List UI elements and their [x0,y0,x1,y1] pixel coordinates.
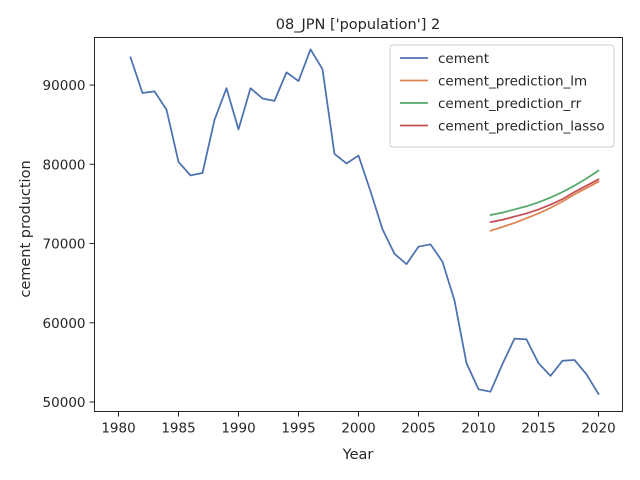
y-tick-label: 90000 [43,78,86,94]
legend-label: cement [438,51,489,67]
legend-label: cement_prediction_lm [438,74,587,90]
x-tick-label: 2000 [341,421,375,437]
x-tick-label: 2020 [581,421,615,437]
y-tick-label: 60000 [43,316,86,332]
legend-label: cement_prediction_rr [438,96,582,112]
legend: cement cement_prediction_lm cement_predict… [389,44,615,148]
legend-box [389,44,615,148]
y-axis-ticks: 50000 60000 70000 80000 90000 [43,78,95,411]
chart-title: 08_JPN ['population'] 2 [276,17,440,33]
series-line-cement [129,48,600,395]
x-tick-label: 1980 [101,421,135,437]
series-line-cement_prediction_lm [489,180,600,232]
series-line-cement_prediction_rr [489,169,600,216]
x-tick-label: 1985 [161,421,195,437]
legend-label: cement_prediction_lasso [438,119,605,135]
x-axis-ticks: 1980 1985 1990 1995 2000 2005 2010 2015 2020 [101,411,616,437]
x-tick-label: 1995 [281,421,315,437]
series-line-cement_prediction_lasso [489,178,600,223]
y-tick-label: 50000 [43,395,86,411]
series-lines [129,48,600,395]
x-tick-label: 2010 [461,421,495,437]
y-tick-label: 70000 [43,237,86,253]
x-tick-label: 2015 [521,421,555,437]
y-axis-label: cement production [18,160,34,297]
x-tick-label: 1990 [221,421,255,437]
x-tick-label: 2005 [401,421,435,437]
y-tick-label: 80000 [43,157,86,173]
x-axis-label: Year [342,447,374,463]
